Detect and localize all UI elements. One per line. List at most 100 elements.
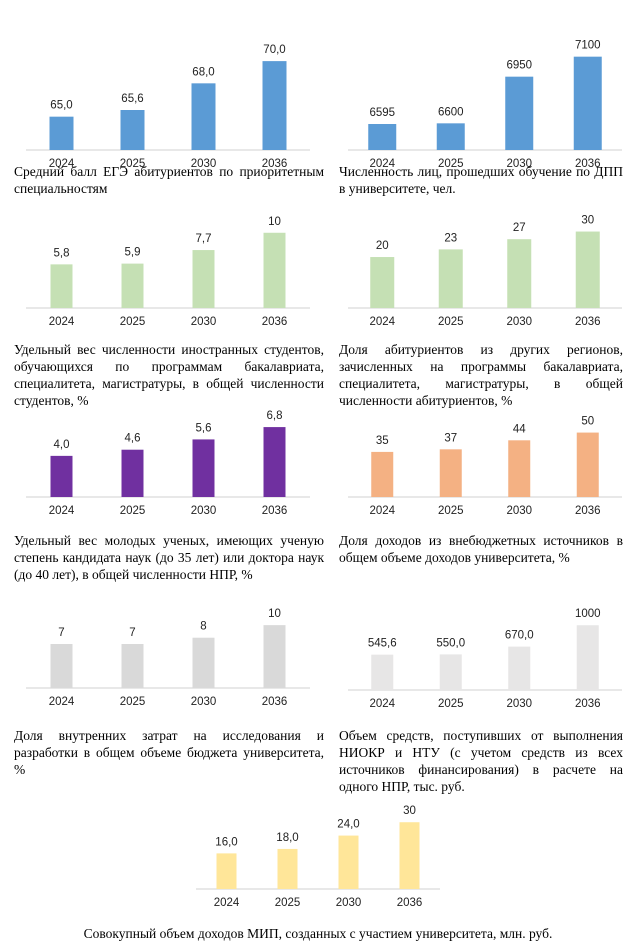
x-tick-label: 2025	[120, 505, 146, 517]
data-label: 5,9	[125, 247, 141, 259]
bar-2036	[576, 625, 599, 690]
x-tick-label: 2030	[191, 158, 217, 170]
x-tick-label: 2024	[369, 158, 395, 170]
x-tick-label: 2036	[397, 897, 423, 909]
chart-dpp-students: 6595 2024 6600 2025 6950 2030 7100 2036	[340, 22, 630, 170]
chart-mip-income: 16,0 2024 18,0 2025 24,0 2030 30 2036	[188, 805, 448, 928]
x-tick-label: 2025	[438, 698, 464, 710]
x-tick-label: 2025	[438, 158, 464, 170]
caption-dpp-students: Численность лиц, прошедших обучение по Д…	[339, 164, 623, 196]
bar-2030	[508, 646, 531, 690]
data-label: 16,0	[215, 836, 237, 848]
data-label: 35	[376, 435, 389, 447]
x-tick-label: 2036	[575, 158, 601, 170]
x-tick-label: 2024	[49, 505, 75, 517]
chart-svg: 35 2024 37 2025 44 2030 50 2036	[348, 416, 622, 517]
data-label: 7	[129, 627, 135, 639]
bar-2025	[436, 123, 465, 150]
bar-2036	[262, 61, 287, 150]
bar-2030	[505, 76, 534, 150]
bar-2025	[277, 848, 298, 889]
bar-2036	[263, 427, 286, 497]
chart-svg: 20 2024 23 2025 27 2030 30 2036	[348, 215, 622, 328]
chart-svg: 65,0 2024 65,6 2025 68,0 2030 70,0 2036	[26, 44, 310, 170]
data-label: 18,0	[276, 832, 298, 844]
data-label: 23	[444, 232, 457, 244]
data-label: 50	[581, 416, 594, 428]
bar-2024	[50, 644, 73, 688]
bar-2025	[120, 110, 145, 150]
data-label: 68,0	[192, 66, 214, 78]
x-tick-label: 2024	[369, 316, 395, 328]
data-label: 6,8	[267, 410, 283, 422]
data-label: 44	[513, 423, 526, 435]
bar-2024	[370, 257, 395, 308]
x-tick-label: 2030	[191, 696, 217, 708]
data-label: 5,8	[54, 247, 70, 259]
bar-2025	[439, 449, 462, 497]
chart-foreign-students: 5,8 2024 5,9 2025 7,7 2030 10 2036	[18, 216, 318, 339]
x-tick-label: 2025	[120, 696, 146, 708]
data-label: 30	[403, 805, 416, 817]
data-label: 7,7	[196, 233, 212, 245]
data-label: 6595	[369, 107, 395, 119]
chart-svg: 4,0 2024 4,6 2025 5,6 2030 6,8 2036	[26, 410, 310, 517]
chart-svg: 6595 2024 6600 2025 6950 2030 7100 2036	[348, 40, 622, 170]
caption-young-scientists: Удельный вес молодых ученых, имеющих уче…	[14, 533, 324, 582]
data-label: 10	[268, 216, 281, 228]
chart-regional-applicants: 20 2024 23 2025 27 2030 30 2036	[340, 215, 630, 339]
bar-2036	[575, 231, 600, 308]
bar-2036	[399, 822, 420, 889]
bar-2025	[439, 654, 462, 690]
chart-svg: 7 2024 7 2025 8 2030 10 2036	[26, 608, 310, 708]
caption-foreign-students: Удельный вес численности иностранных сту…	[14, 342, 324, 408]
bar-2025	[438, 249, 463, 308]
data-label: 27	[513, 222, 526, 234]
bar-2036	[573, 56, 602, 150]
x-tick-label: 2025	[120, 316, 146, 328]
bar-2030	[507, 239, 532, 308]
x-tick-label: 2024	[49, 696, 75, 708]
bar-2025	[121, 263, 144, 308]
bar-2030	[192, 250, 215, 308]
data-label: 65,0	[50, 100, 72, 112]
x-tick-label: 2024	[49, 316, 75, 328]
data-label: 545,6	[368, 638, 397, 650]
caption-regional-applicants: Доля абитуриентов из других регионов, за…	[339, 342, 623, 408]
bar-2030	[192, 439, 215, 497]
caption-ege-score: Средний балл ЕГЭ абитуриентов по приорит…	[14, 164, 324, 196]
bar-2024	[368, 124, 397, 150]
bar-2030	[191, 83, 216, 150]
bar-2024	[49, 116, 74, 150]
x-tick-label: 2024	[49, 158, 75, 170]
x-tick-label: 2025	[120, 158, 146, 170]
data-label: 7	[58, 627, 64, 639]
chart-svg: 5,8 2024 5,9 2025 7,7 2030 10 2036	[26, 216, 310, 328]
bar-2024	[216, 853, 237, 889]
data-label: 5,6	[196, 422, 212, 434]
x-tick-label: 2036	[575, 698, 601, 710]
x-tick-label: 2030	[191, 505, 217, 517]
x-tick-label: 2025	[438, 505, 464, 517]
chart-niokr-funds: 545,6 2024 550,0 2025 670,0 2030 1000 2036	[340, 608, 630, 728]
x-tick-label: 2030	[506, 158, 532, 170]
data-label: 24,0	[337, 819, 359, 831]
bar-2036	[576, 432, 599, 497]
bar-2024	[50, 264, 73, 308]
x-tick-label: 2036	[262, 696, 288, 708]
chart-ege-score: 65,0 2024 65,6 2025 68,0 2030 70,0 2036	[18, 22, 318, 170]
x-tick-label: 2030	[506, 505, 532, 517]
x-tick-label: 2030	[506, 316, 532, 328]
bar-2025	[121, 644, 144, 688]
x-tick-label: 2030	[506, 698, 532, 710]
data-label: 8	[200, 621, 206, 633]
data-label: 65,6	[121, 93, 143, 105]
caption-rd-costs: Доля внутренних затрат на исследования и…	[14, 728, 324, 777]
x-tick-label: 2024	[214, 897, 240, 909]
chart-young-scientists: 4,0 2024 4,6 2025 5,6 2030 6,8 2036	[18, 410, 318, 532]
x-tick-label: 2036	[575, 505, 601, 517]
data-label: 4,6	[125, 433, 141, 445]
bar-2025	[121, 449, 144, 497]
data-label: 70,0	[263, 44, 285, 56]
x-tick-label: 2024	[369, 505, 395, 517]
